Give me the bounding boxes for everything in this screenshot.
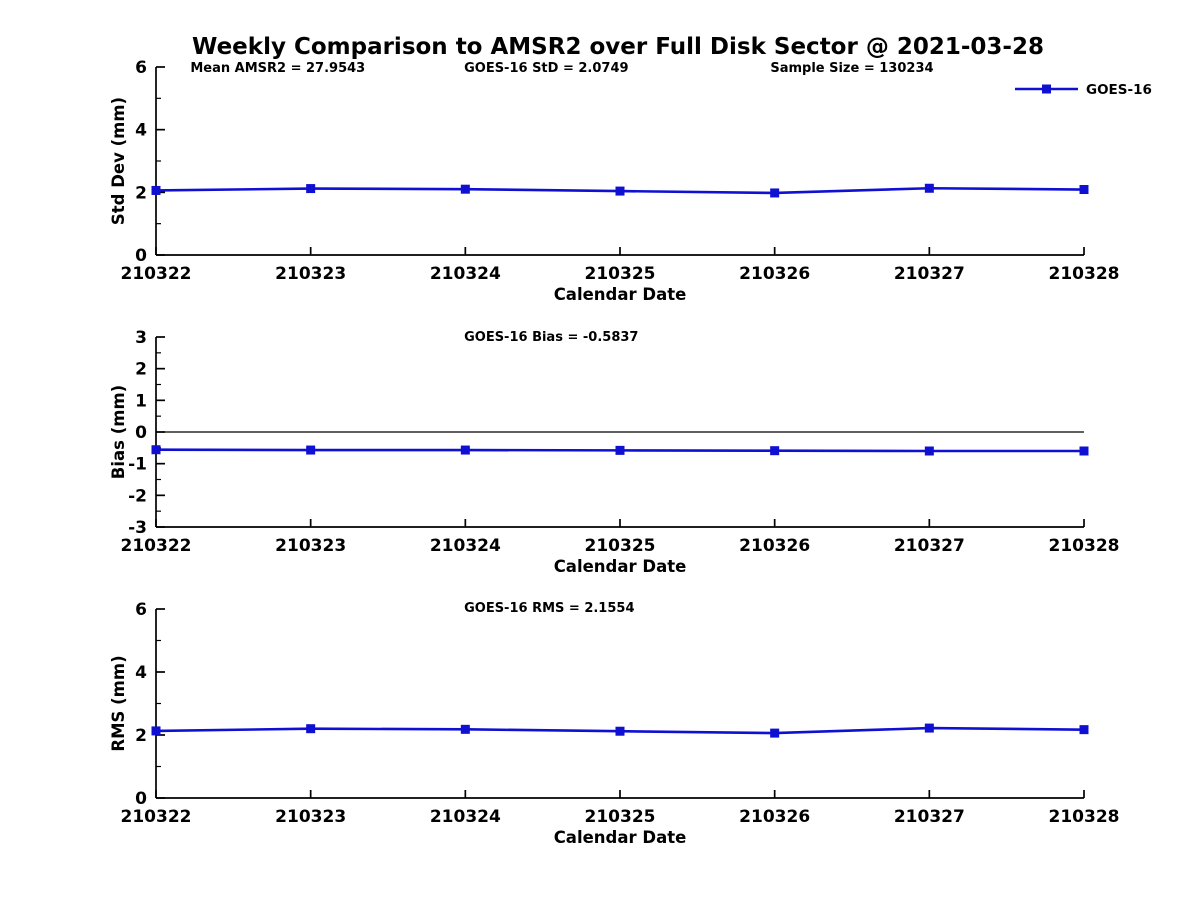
data-point-marker [306, 445, 316, 455]
x-tick-label: 210324 [430, 536, 501, 556]
data-point-marker [151, 726, 161, 736]
x-tick-label: 210328 [1049, 807, 1120, 827]
y-tick-label: 6 [135, 600, 147, 620]
subplot-std-dev: 0 2 4 6 210322 210323 210324 210325 210326 210327… [109, 58, 1119, 304]
x-tick-label: 210328 [1049, 536, 1120, 556]
data-point-marker [151, 445, 161, 455]
annotation-text: GOES-16 StD = 2.0749 [464, 61, 628, 76]
data-point-marker [615, 726, 625, 736]
y-axis-title: Std Dev (mm) [109, 97, 128, 225]
x-tick-label: 210326 [739, 264, 810, 284]
x-tick-label: 210322 [121, 536, 192, 556]
data-point-marker [770, 728, 780, 738]
annotation-text: Sample Size = 130234 [770, 61, 933, 76]
data-point-marker [306, 724, 316, 734]
figure-title: Weekly Comparison to AMSR2 over Full Dis… [192, 34, 1044, 60]
data-point-marker [770, 446, 780, 456]
x-tick-label: 210323 [275, 807, 346, 827]
x-tick-label: 210328 [1049, 264, 1120, 284]
y-tick-label: 0 [135, 246, 147, 266]
y-tick-label: 4 [135, 121, 147, 141]
data-point-marker [615, 445, 625, 455]
x-tick-label: 210325 [585, 807, 656, 827]
x-tick-label: 210324 [430, 264, 501, 284]
x-tick-label: 210323 [275, 264, 346, 284]
y-tick-label: 4 [135, 663, 147, 683]
y-tick-label: -2 [128, 486, 147, 506]
subplot-rms: 0 2 4 6 210322 210323 210324 210325 210326 210327… [109, 600, 1119, 847]
x-tick-label: 210323 [275, 536, 346, 556]
y-tick-label: 6 [135, 58, 147, 78]
x-tick-label: 210327 [894, 536, 965, 556]
data-point-marker [615, 186, 625, 196]
x-tick-label: 210327 [894, 264, 965, 284]
data-point-marker [1079, 185, 1089, 195]
data-point-marker [924, 723, 934, 733]
y-tick-label: 2 [135, 360, 147, 380]
data-point-marker [306, 184, 316, 194]
y-tick-label: 1 [135, 391, 147, 411]
data-point-marker [460, 184, 470, 194]
data-point-marker [924, 183, 934, 193]
data-point-marker [770, 188, 780, 198]
y-tick-label: 2 [135, 183, 147, 203]
data-point-marker [460, 724, 470, 734]
x-tick-label: 210326 [739, 807, 810, 827]
annotation-text: Mean AMSR2 = 27.9543 [190, 61, 365, 76]
y-tick-label: -3 [128, 518, 147, 538]
annotation-text: GOES-16 RMS = 2.1554 [464, 601, 634, 616]
subplot-bias: -3 -2 -1 0 1 2 3 210322 210323 210324 210325 210326… [109, 328, 1119, 576]
legend-marker-icon [1042, 84, 1051, 94]
x-tick-label: 210327 [894, 807, 965, 827]
y-tick-label: 0 [135, 423, 147, 443]
x-tick-label: 210322 [121, 807, 192, 827]
y-tick-label: -1 [128, 455, 147, 475]
data-point-marker [1079, 446, 1089, 456]
x-tick-label: 210326 [739, 536, 810, 556]
y-tick-label: 2 [135, 726, 147, 746]
y-axis-title: Bias (mm) [109, 385, 128, 479]
x-tick-label: 210322 [121, 264, 192, 284]
data-point-marker [460, 445, 470, 455]
data-point-marker [151, 185, 161, 195]
y-axis-title: RMS (mm) [109, 655, 128, 751]
legend-label: GOES-16 [1086, 82, 1152, 98]
data-point-marker [1079, 725, 1089, 735]
legend: GOES-16 [1015, 82, 1152, 98]
y-tick-label: 3 [135, 328, 147, 348]
x-axis-title: Calendar Date [554, 285, 687, 304]
x-tick-label: 210325 [585, 536, 656, 556]
x-tick-label: 210324 [430, 807, 501, 827]
x-axis-title: Calendar Date [554, 557, 687, 576]
data-point-marker [924, 446, 934, 456]
x-axis-title: Calendar Date [554, 828, 687, 847]
y-tick-label: 0 [135, 789, 147, 809]
annotation-text: GOES-16 Bias = -0.5837 [464, 330, 638, 345]
x-tick-label: 210325 [585, 264, 656, 284]
